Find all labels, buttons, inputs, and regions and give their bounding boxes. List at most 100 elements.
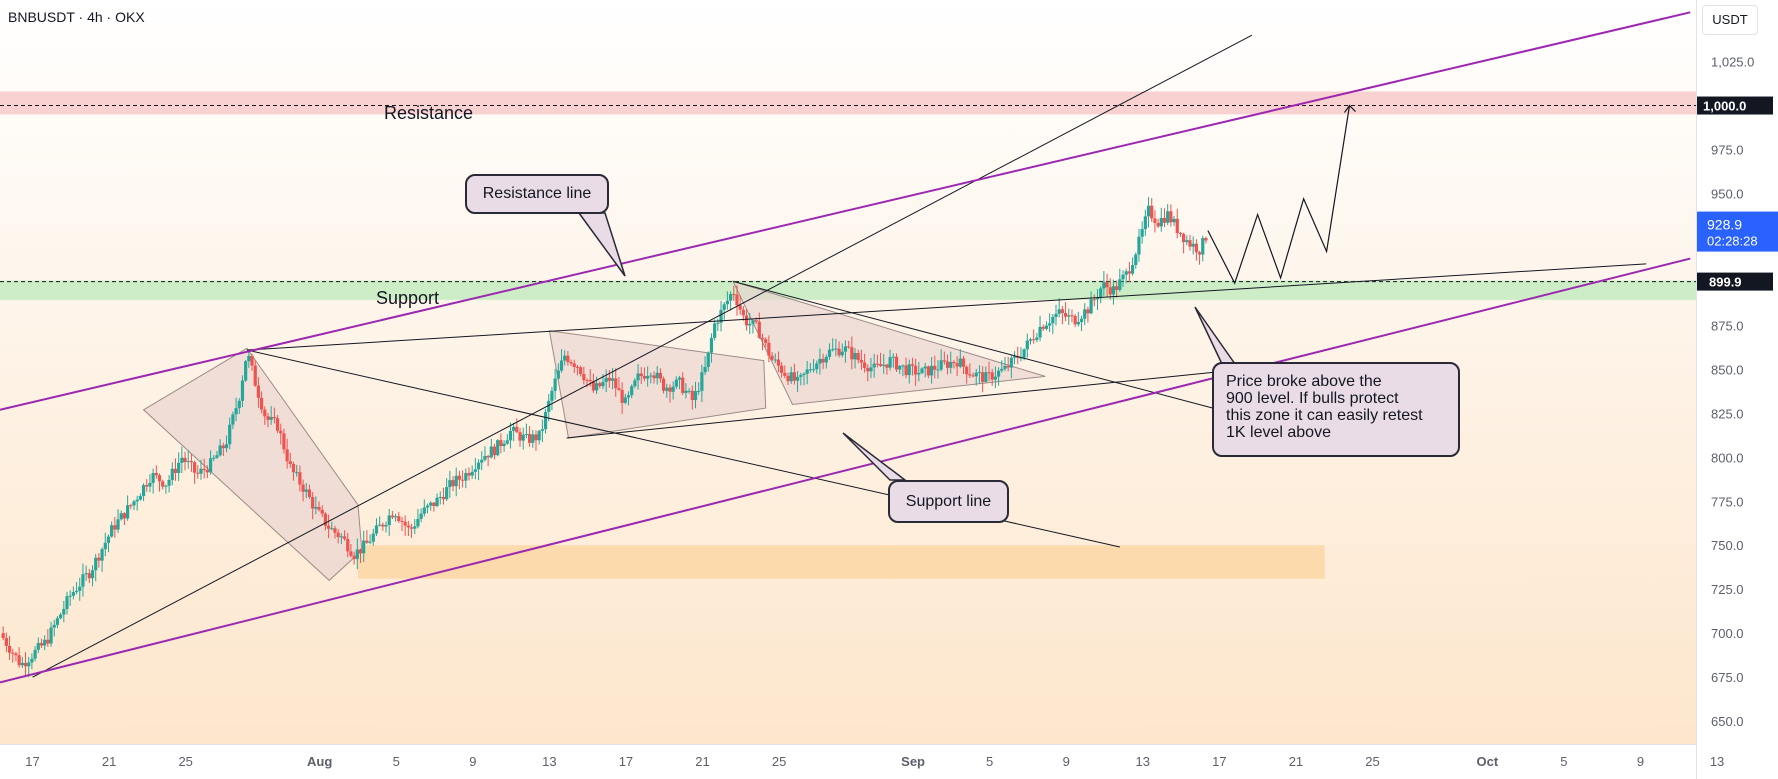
candle-up	[489, 446, 493, 458]
candle-down	[875, 363, 879, 365]
candle-down	[333, 528, 337, 533]
trendlines-layer[interactable]	[0, 11, 1691, 684]
candle-up	[116, 519, 120, 530]
trendline-1[interactable]	[32, 34, 1253, 678]
candle-down	[189, 461, 194, 463]
analysis-note-callout[interactable]: Price broke above the 900 level. If bull…	[1212, 362, 1460, 457]
candle-down	[441, 496, 446, 500]
candle-up	[52, 624, 56, 628]
candle-up	[141, 485, 146, 496]
candle-up	[90, 570, 95, 579]
candle-up	[1089, 299, 1093, 314]
currency-selector[interactable]: USDT	[1702, 5, 1758, 35]
candle-up	[81, 574, 85, 587]
channel-upper-line[interactable]	[0, 11, 1691, 411]
support-line-callout[interactable]: Support line	[888, 480, 1009, 523]
candle-down	[320, 509, 324, 514]
candle-down	[658, 372, 663, 379]
candle-down	[1086, 309, 1090, 314]
candle-up	[110, 525, 114, 537]
candle-up	[151, 473, 155, 483]
candle-up	[996, 370, 1001, 377]
price-tick-label: 800.0	[1711, 450, 1744, 465]
price-tick-label: 650.0	[1711, 714, 1744, 729]
candle-up	[1191, 243, 1195, 247]
candle-down	[282, 433, 286, 450]
candle-up	[559, 360, 564, 371]
candle-down	[1153, 218, 1157, 223]
analysis-note-line: 900 level. If bulls protect	[1226, 390, 1399, 407]
candle-up	[473, 469, 477, 472]
candle-up	[74, 590, 79, 593]
candle-up	[1137, 236, 1141, 255]
candle-up	[748, 323, 752, 326]
candle-down	[575, 366, 580, 368]
candle-up	[853, 352, 857, 360]
candle-down	[154, 473, 158, 476]
projection-path[interactable]	[1207, 105, 1351, 285]
time-axis[interactable]: 17 21 25 Aug 5 9 13 17 21 25 Sep 5 9 13 17 21 25 Oct 5 9 13	[25, 754, 1724, 769]
candle-down	[400, 520, 404, 522]
candle-down	[620, 389, 624, 403]
candle-down	[1016, 356, 1020, 358]
candle-up	[811, 369, 816, 371]
candle-up	[224, 444, 229, 449]
candle-up	[1130, 265, 1135, 274]
candle-up	[454, 475, 458, 487]
candle-down	[317, 506, 321, 510]
candle-up	[716, 322, 720, 324]
time-tick-label: 13	[1710, 754, 1724, 769]
candle-up	[1124, 271, 1128, 275]
channel-lower-line[interactable]	[0, 257, 1691, 684]
resistance-line-callout[interactable]: Resistance line	[465, 174, 609, 214]
candle-up	[215, 455, 219, 458]
candle-up	[71, 592, 75, 596]
candle-down	[690, 390, 694, 401]
candle-down	[588, 380, 592, 382]
candle-down	[4, 638, 8, 646]
candle-down	[1188, 240, 1192, 247]
candle-down	[780, 365, 784, 373]
candle-up	[1057, 309, 1061, 314]
trendline-5[interactable]	[733, 280, 1233, 414]
time-tick-label: 13	[542, 754, 556, 769]
candle-up	[1038, 326, 1042, 338]
candle-up	[512, 426, 516, 431]
candle-up	[36, 643, 40, 650]
candle-up	[563, 355, 567, 361]
candle-down	[403, 521, 407, 526]
candle-up	[1146, 205, 1151, 217]
candle-down	[894, 356, 899, 370]
candle-down	[582, 373, 586, 381]
candle-up	[78, 586, 82, 591]
candle-up	[231, 414, 235, 425]
candle-down	[965, 366, 969, 375]
candle-down	[346, 538, 350, 552]
candle-up	[722, 304, 726, 310]
candle-up	[1172, 218, 1176, 223]
candle-down	[87, 573, 91, 579]
candle-down	[409, 527, 414, 529]
candle-up	[180, 457, 184, 463]
candle-down	[914, 365, 918, 375]
trendline-2[interactable]	[246, 263, 1647, 351]
time-tick-label: 17	[1212, 754, 1226, 769]
symbol-title[interactable]: BNBUSDT · 4h · OKX	[8, 9, 145, 25]
candle-down	[1092, 299, 1096, 301]
time-tick-label: Sep	[901, 754, 925, 769]
candle-down	[904, 365, 908, 376]
candle-up	[655, 372, 659, 379]
candle-down	[639, 373, 643, 376]
candle-up	[419, 513, 423, 519]
candle-down	[735, 294, 739, 306]
candle-down	[585, 380, 589, 382]
support-price-tag	[1697, 272, 1773, 291]
candle-up	[795, 376, 800, 381]
candle-up	[923, 366, 927, 369]
candle-down	[847, 346, 851, 348]
candle-down	[196, 472, 200, 474]
time-tick-label: 5	[393, 754, 400, 769]
candle-up	[633, 380, 637, 387]
